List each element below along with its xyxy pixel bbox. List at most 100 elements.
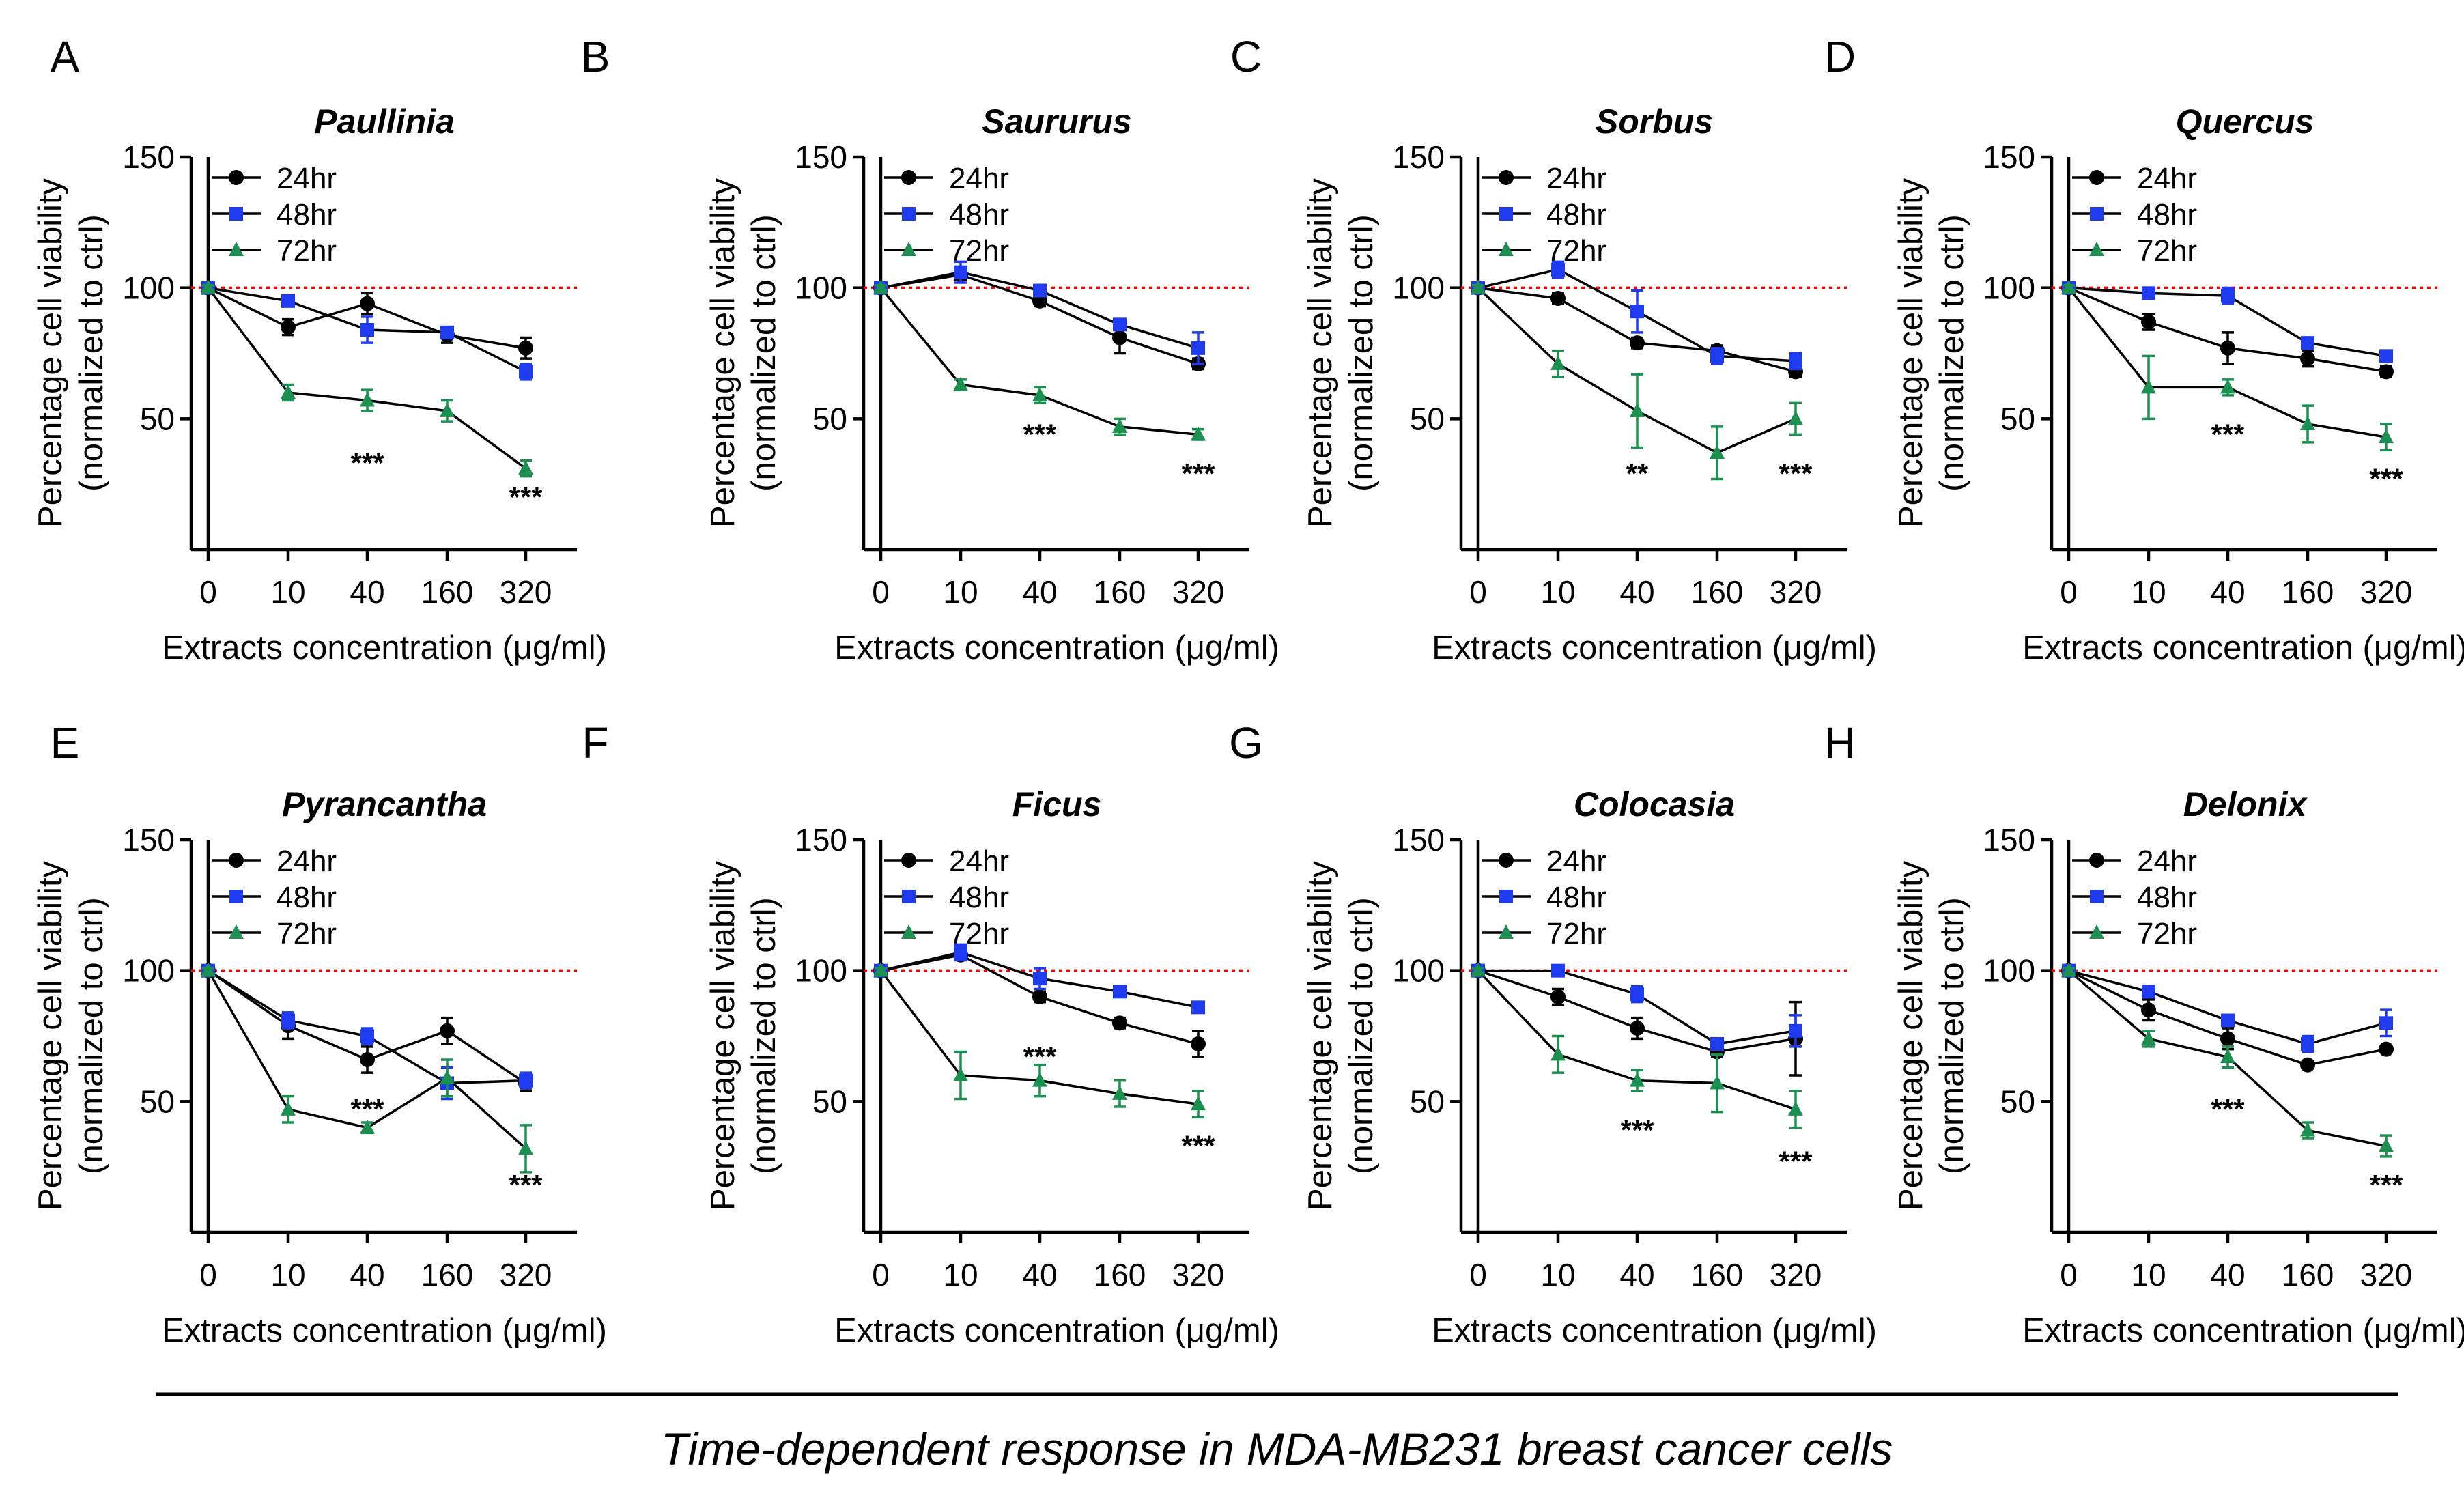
legend-item: 24hr: [212, 845, 337, 878]
legend-label: 72hr: [949, 917, 1009, 950]
legend-marker: [229, 890, 243, 903]
legend-label: 24hr: [1546, 845, 1606, 878]
series-72hr: [873, 962, 1206, 1119]
data-point: [1112, 1015, 1127, 1031]
legend-item: 72hr: [1482, 234, 1606, 268]
y-tick-label: 50: [1410, 1084, 1445, 1119]
y-tick-label: 50: [812, 401, 847, 436]
x-tick-label: 0: [1469, 1257, 1487, 1292]
x-axis-label: Extracts concentration (μg/ml): [834, 630, 1279, 666]
series-24hr: [2061, 280, 2394, 380]
data-point: [360, 392, 375, 407]
series-48hr: [1471, 260, 1802, 371]
significance-marker: ***: [350, 447, 384, 479]
legend-label: 48hr: [277, 198, 337, 231]
data-point: [1113, 985, 1127, 999]
legend-marker: [901, 170, 916, 185]
legend-marker: [902, 890, 916, 903]
series-48hr: [201, 963, 533, 1101]
data-point: [2141, 1030, 2156, 1045]
x-tick-label: 160: [421, 1257, 474, 1292]
significance-marker: **: [1626, 457, 1649, 490]
data-point: [954, 945, 967, 959]
legend-item: 24hr: [212, 162, 337, 195]
legend-marker: [2089, 853, 2104, 868]
data-point: [281, 320, 296, 335]
legend-marker: [1499, 853, 1514, 868]
y-axis-label: Percentage cell viability (normalized to …: [705, 178, 782, 528]
legend-label: 24hr: [1546, 162, 1606, 195]
y-tick-label: 100: [1983, 270, 2035, 306]
data-point: [2061, 962, 2076, 977]
data-point: [1710, 349, 1724, 363]
x-tick-label: 0: [2060, 1257, 2078, 1292]
y-tick-label: 150: [1983, 139, 2035, 175]
legend-item: 24hr: [1482, 162, 1606, 195]
panel-letter: H: [1824, 718, 1856, 767]
legend-marker: [1499, 170, 1514, 185]
x-tick-label: 0: [199, 574, 217, 610]
significance-marker: ***: [1181, 457, 1215, 490]
data-point: [2141, 314, 2156, 330]
data-point: [1112, 418, 1127, 433]
chart-panel-c: C Sorbus 50 100 150 0 10 40 160 320 Extracts conce…: [1230, 32, 1877, 666]
y-tick-label: 50: [2000, 1084, 2035, 1119]
data-point: [2379, 349, 2393, 363]
x-tick-label: 320: [1770, 574, 1822, 610]
data-point: [1710, 1037, 1724, 1051]
data-point: [2220, 379, 2235, 394]
x-axis-label: Extracts concentration (μg/ml): [162, 630, 607, 666]
chart-title: Colocasia: [1574, 785, 1735, 823]
data-point: [2301, 1037, 2314, 1051]
x-tick-label: 160: [2282, 574, 2334, 610]
x-tick-label: 40: [1022, 574, 1057, 610]
legend-marker: [902, 207, 916, 221]
panel-letter: B: [581, 32, 610, 81]
data-point: [1788, 1101, 1803, 1116]
panel-letter: D: [1824, 32, 1856, 81]
x-tick-label: 40: [2210, 1257, 2245, 1292]
data-point: [360, 296, 375, 311]
x-tick-label: 10: [943, 1257, 978, 1292]
significance-marker: ***: [1779, 1146, 1813, 1178]
data-point: [1471, 962, 1486, 977]
y-axis-label: Percentage cell viability (normalized to …: [32, 178, 110, 528]
x-tick-label: 10: [270, 1257, 305, 1292]
data-point: [2221, 1013, 2235, 1028]
x-axis-label: Extracts concentration (μg/ml): [162, 1312, 607, 1349]
chart-panel-e: E Pyrancantha 50 100 150 0 10 40 160 320 Extracts …: [32, 718, 607, 1349]
y-tick-label: 100: [1983, 953, 2035, 989]
x-axis-label: Extracts concentration (μg/ml): [1432, 630, 1877, 666]
data-point: [1191, 1000, 1205, 1015]
x-axis-label: Extracts concentration (μg/ml): [2022, 630, 2464, 666]
data-point: [1191, 341, 1205, 355]
legend-marker: [1499, 890, 1513, 903]
x-tick-label: 320: [1172, 574, 1225, 610]
legend-label: 48hr: [277, 881, 337, 914]
significance-marker: ***: [1620, 1114, 1654, 1146]
legend-item: 48hr: [2072, 198, 2197, 231]
legend-marker: [2089, 924, 2104, 939]
legend-item: 24hr: [1482, 845, 1606, 878]
chart-panel-a: A Paullinia 50 100 150 0 10 40 160 320 Extracts co…: [32, 32, 607, 666]
series-72hr: [2061, 962, 2394, 1158]
data-point: [873, 279, 888, 294]
legend-label: 72hr: [949, 234, 1009, 268]
y-tick-label: 150: [795, 139, 847, 175]
series-72hr: [2061, 279, 2394, 452]
data-point: [360, 1052, 375, 1067]
series-24hr: [1471, 963, 1803, 1077]
data-point: [360, 1119, 375, 1134]
x-tick-label: 0: [199, 1257, 217, 1292]
x-tick-label: 160: [1691, 574, 1744, 610]
x-tick-label: 320: [1770, 1257, 1822, 1292]
y-tick-label: 100: [1392, 953, 1445, 989]
series-72hr: [1471, 962, 1803, 1129]
data-point: [2379, 1137, 2394, 1152]
legend-marker: [901, 853, 916, 868]
chart-panel-d: D Quercus 50 100 150 0 10 40 160 320 Extracts conc…: [1824, 32, 2464, 666]
y-tick-label: 50: [1410, 401, 1445, 436]
data-point: [953, 376, 968, 391]
data-point: [360, 323, 374, 337]
legend-label: 24hr: [277, 162, 337, 195]
